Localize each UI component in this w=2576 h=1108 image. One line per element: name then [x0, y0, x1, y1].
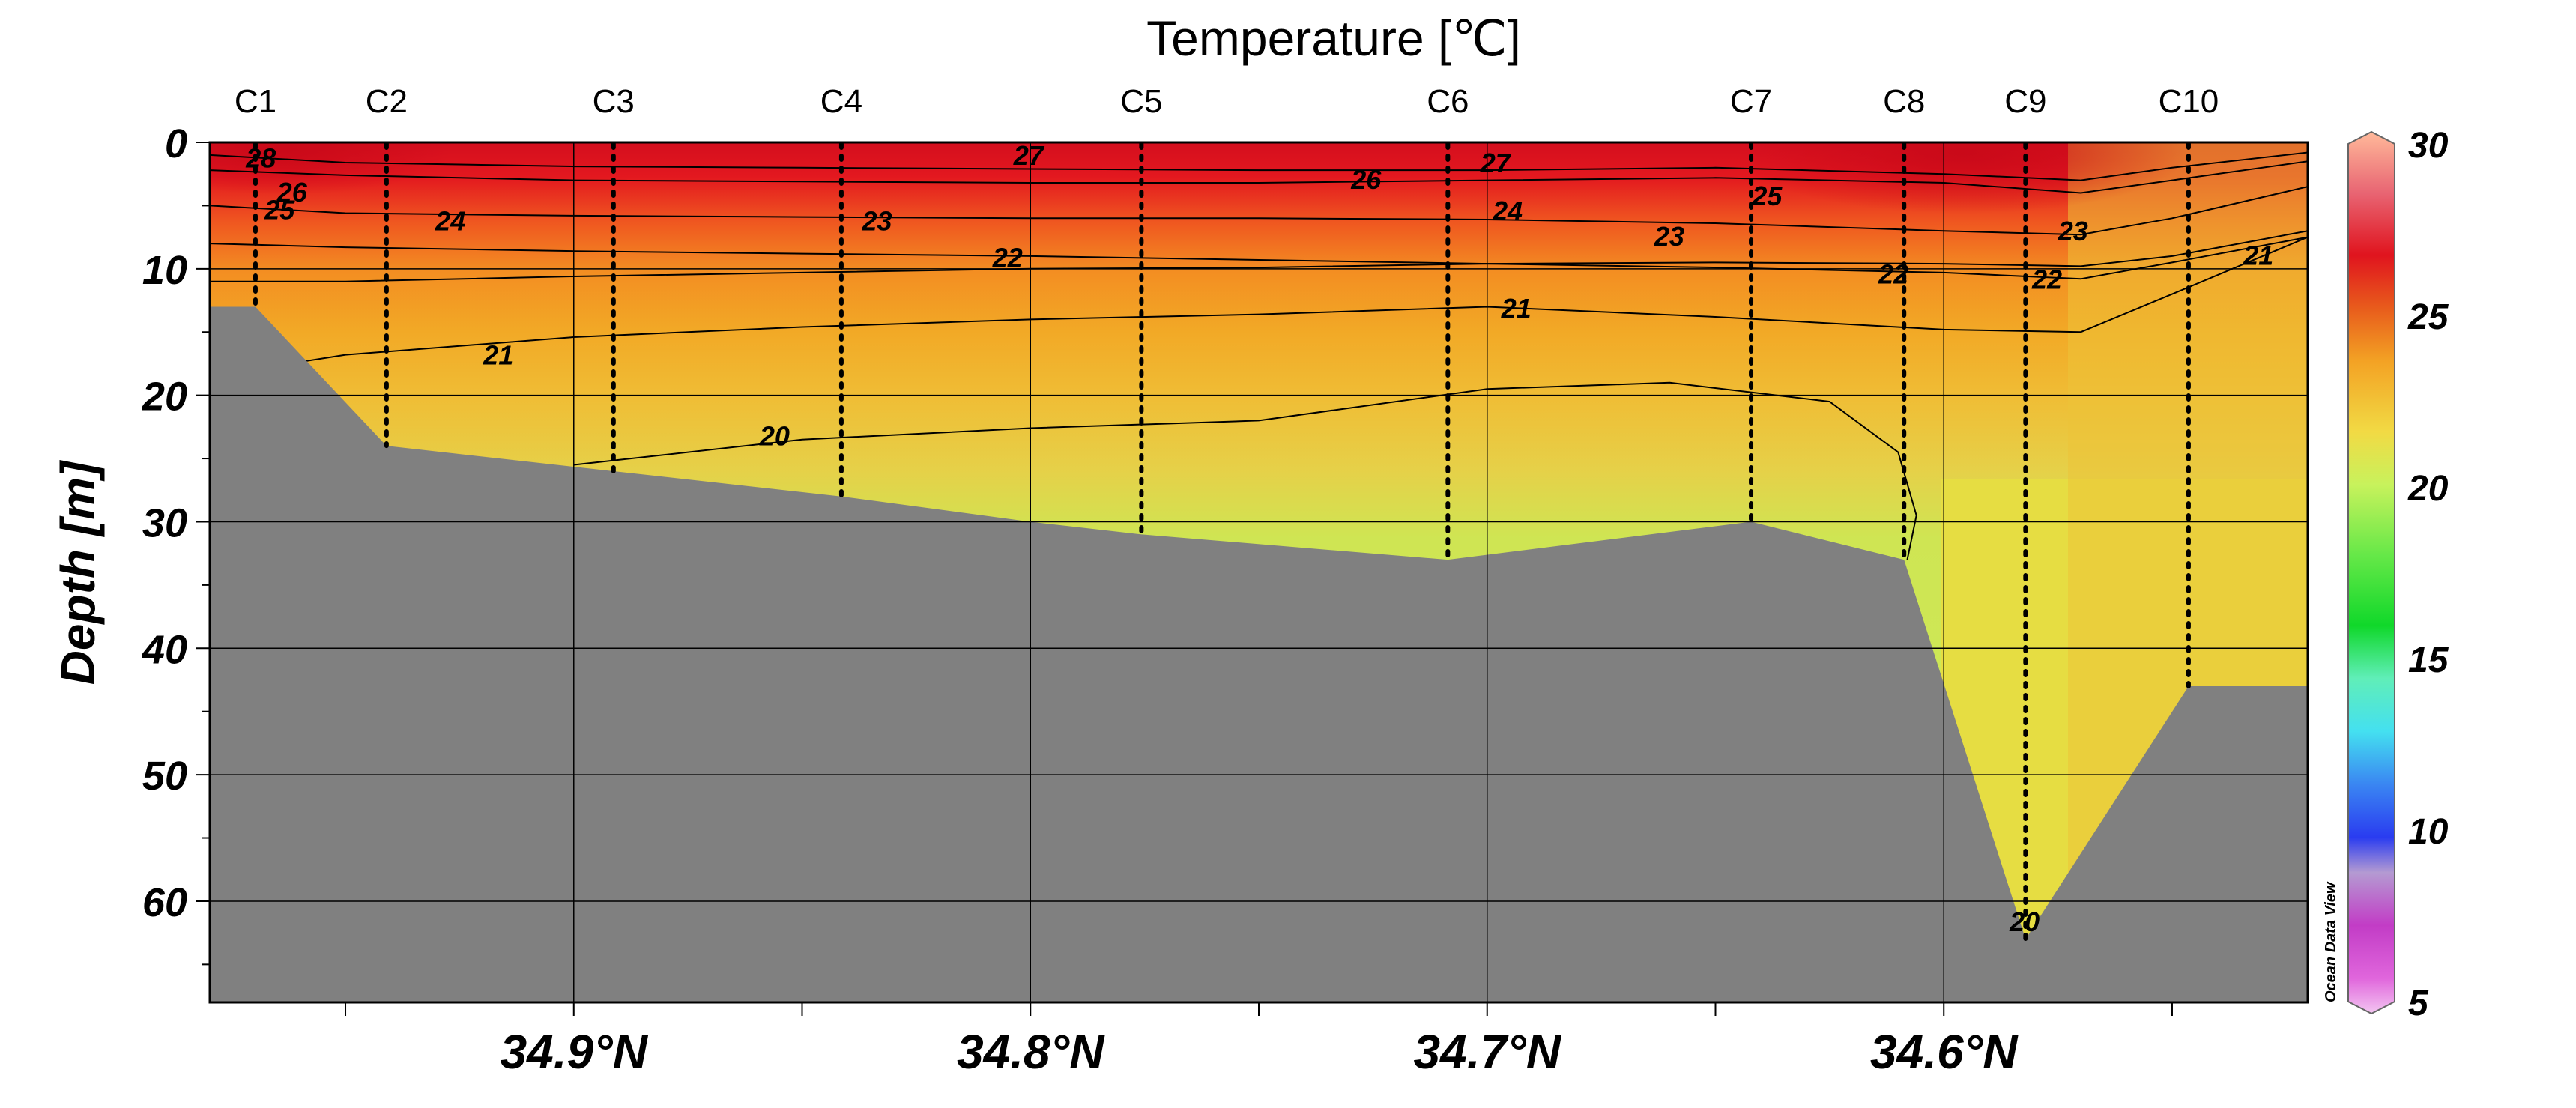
colorbar: 5 10 15 20 25 30	[2347, 126, 2449, 1023]
isotherm-label-27: 27	[1013, 140, 1045, 171]
y-tick-label: 0	[165, 121, 187, 166]
y-tick-label: 30	[142, 500, 187, 545]
isotherm-label-21: 21	[2243, 240, 2273, 270]
isotherm-label-27: 27	[1480, 148, 1512, 178]
isotherm-label-20: 20	[2009, 906, 2040, 937]
seafloor	[210, 306, 2308, 1002]
isotherm-label-21: 21	[1501, 293, 1532, 324]
isotherm-label-23: 23	[2058, 216, 2088, 246]
x-tick-label: 34.7°N	[1414, 1025, 1562, 1079]
isotherm-line	[210, 236, 2308, 378]
colorbar-tick-label: 15	[2408, 641, 2449, 680]
y-tick-label: 10	[142, 248, 187, 293]
y-tick-label: 20	[142, 375, 187, 420]
isotherm-line	[210, 151, 2308, 181]
colorbar-tick-label: 20	[2407, 469, 2449, 509]
y-tick-label: 40	[142, 627, 187, 672]
station-label-c3: C3	[593, 83, 635, 120]
colorbar-bar	[2347, 130, 2395, 1015]
colorbar-tick-label: 30	[2408, 126, 2449, 166]
chart-title: Temperature [℃]	[1146, 10, 1521, 66]
station-label-c2: C2	[366, 83, 408, 120]
isotherm-label-25: 25	[264, 194, 295, 225]
station-label-c5: C5	[1120, 83, 1162, 120]
isotherm-label-28: 28	[245, 142, 276, 173]
station-label-c9: C9	[2004, 83, 2046, 120]
grid-lines	[210, 142, 2308, 1002]
station-label-c7: C7	[1730, 83, 1772, 120]
x-axis: 34.9°N 34.8°N 34.7°N 34.6°N	[345, 1002, 2173, 1079]
isotherm-label-20: 20	[759, 421, 790, 452]
isotherm-line	[210, 160, 2308, 194]
station-label-c6: C6	[1427, 83, 1469, 120]
isotherm-label-23: 23	[1654, 221, 1684, 252]
surface-hotspot-left	[210, 142, 450, 195]
isotherm-label-23: 23	[861, 206, 892, 237]
isotherm-label-26: 26	[1350, 164, 1382, 195]
x-tick-label: 34.9°N	[501, 1025, 649, 1079]
colorbar-tick-label: 10	[2408, 812, 2449, 852]
isotherm-line	[210, 230, 2308, 282]
isotherm-label-22: 22	[992, 243, 1023, 273]
seafloor-polygon	[210, 306, 2308, 1002]
isotherm-label-22: 22	[1878, 259, 1908, 290]
isotherm-label-24: 24	[1492, 196, 1523, 226]
isotherm-label-25: 25	[1751, 181, 1783, 211]
station-label-c10: C10	[2159, 83, 2219, 120]
station-label-c4: C4	[820, 83, 862, 120]
station-label-c8: C8	[1883, 83, 1925, 120]
isotherm-label-24: 24	[435, 206, 465, 237]
isotherm-line	[210, 186, 2308, 236]
x-tick-label: 34.6°N	[1870, 1025, 2019, 1079]
station-cast-lines	[253, 142, 2191, 942]
y-axis: 0 10 20 30 40 50 60	[142, 121, 210, 966]
isotherm-label-22: 22	[2031, 264, 2062, 294]
station-label-c1: C1	[235, 83, 276, 120]
x-tick-label: 34.8°N	[957, 1025, 1105, 1079]
colorbar-ticks: 5 10 15 20 25 30	[2407, 126, 2449, 1023]
isotherm-line	[210, 236, 2308, 280]
surface-hotspot-right	[1738, 142, 2188, 214]
isotherm-lines	[210, 151, 2308, 560]
isotherm-label-26: 26	[276, 177, 308, 208]
watermark: Ocean Data View	[2323, 881, 2339, 1002]
isotherm-label-21: 21	[483, 340, 513, 371]
y-axis-label: Depth [m]	[51, 459, 105, 685]
y-tick-label: 50	[142, 754, 187, 799]
station-labels: C1 C2 C3 C4 C5 C6 C7 C8 C9 C10	[235, 83, 2219, 120]
y-tick-label: 60	[142, 880, 187, 925]
isotherm-line-20	[573, 381, 1917, 560]
colorbar-tick-label: 25	[2407, 297, 2449, 337]
colorbar-tick-label: 5	[2408, 984, 2429, 1023]
